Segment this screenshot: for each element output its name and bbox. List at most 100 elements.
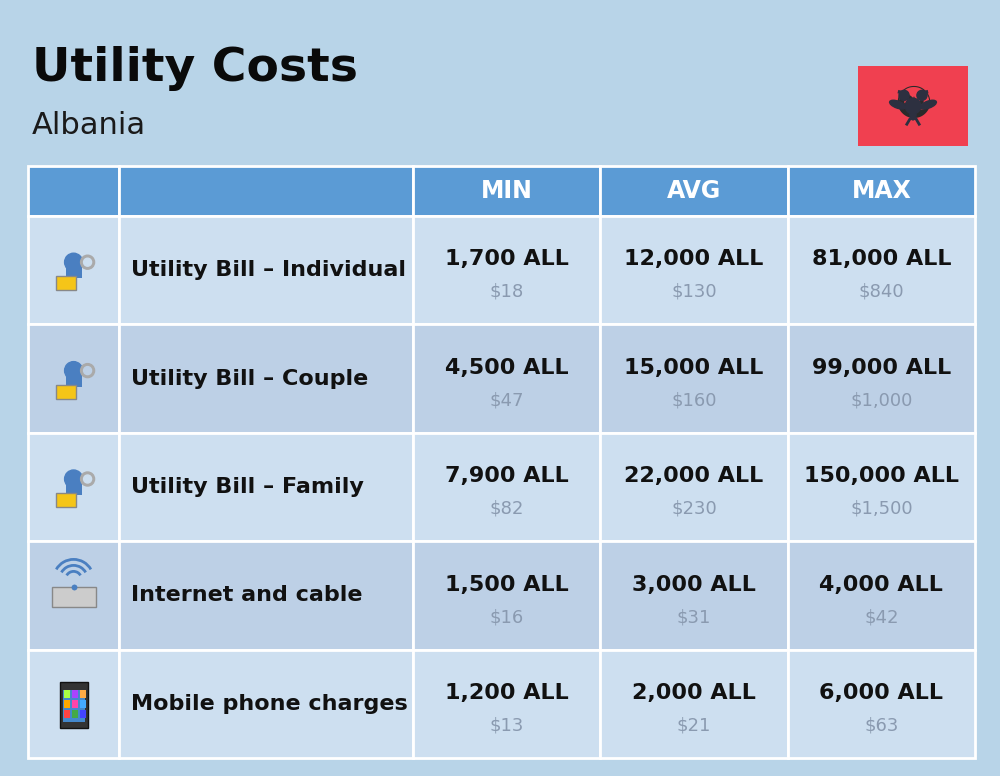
Bar xyxy=(64,710,70,718)
Text: 4,500 ALL: 4,500 ALL xyxy=(445,358,568,378)
Circle shape xyxy=(65,470,83,488)
Text: 15,000 ALL: 15,000 ALL xyxy=(624,358,764,378)
Bar xyxy=(788,324,975,433)
Text: $1,500: $1,500 xyxy=(850,500,913,518)
Text: 150,000 ALL: 150,000 ALL xyxy=(804,466,959,486)
Bar xyxy=(28,324,119,433)
Ellipse shape xyxy=(890,100,906,109)
Text: Utility Bill – Individual: Utility Bill – Individual xyxy=(131,260,406,280)
Bar xyxy=(858,66,968,146)
Circle shape xyxy=(899,90,909,100)
Bar xyxy=(413,650,600,758)
Bar xyxy=(788,541,975,650)
Text: Internet and cable: Internet and cable xyxy=(131,585,363,605)
Bar xyxy=(600,166,788,216)
Bar xyxy=(28,541,119,650)
Bar xyxy=(413,433,600,541)
Bar xyxy=(60,682,88,728)
Text: Utility Costs: Utility Costs xyxy=(32,46,358,91)
Text: $21: $21 xyxy=(677,716,711,734)
Text: 81,000 ALL: 81,000 ALL xyxy=(812,249,951,269)
Text: MAX: MAX xyxy=(851,179,911,203)
Text: $230: $230 xyxy=(671,500,717,518)
Bar xyxy=(80,700,86,708)
Bar xyxy=(788,216,975,324)
Circle shape xyxy=(84,258,92,266)
Bar xyxy=(80,690,86,698)
Circle shape xyxy=(917,90,927,100)
Bar xyxy=(413,541,600,650)
Bar xyxy=(28,216,119,324)
Text: $42: $42 xyxy=(864,608,899,626)
Circle shape xyxy=(81,364,95,378)
Bar xyxy=(52,587,96,608)
Bar xyxy=(119,433,413,541)
Text: 7,900 ALL: 7,900 ALL xyxy=(445,466,568,486)
Bar xyxy=(788,650,975,758)
Text: $47: $47 xyxy=(489,391,524,409)
Circle shape xyxy=(65,362,83,379)
Bar xyxy=(119,541,413,650)
Bar xyxy=(413,166,600,216)
Text: 1,700 ALL: 1,700 ALL xyxy=(445,249,569,269)
Text: 1,200 ALL: 1,200 ALL xyxy=(445,683,568,703)
Bar xyxy=(80,710,86,718)
Text: $31: $31 xyxy=(677,608,711,626)
Text: 6,000 ALL: 6,000 ALL xyxy=(819,683,943,703)
Text: $13: $13 xyxy=(489,716,524,734)
Bar xyxy=(72,690,78,698)
Text: 4,000 ALL: 4,000 ALL xyxy=(819,574,943,594)
Bar xyxy=(600,433,788,541)
Circle shape xyxy=(84,366,92,375)
Text: 12,000 ALL: 12,000 ALL xyxy=(624,249,764,269)
Bar xyxy=(56,385,76,399)
Text: Mobile phone charges: Mobile phone charges xyxy=(131,694,408,714)
Bar xyxy=(28,433,119,541)
Circle shape xyxy=(65,253,83,271)
Text: MIN: MIN xyxy=(481,179,533,203)
Bar xyxy=(28,166,119,216)
Text: 3,000 ALL: 3,000 ALL xyxy=(632,574,756,594)
Bar xyxy=(66,264,82,279)
Bar xyxy=(72,710,78,718)
Text: Utility Bill – Family: Utility Bill – Family xyxy=(131,477,364,497)
Text: ★: ★ xyxy=(908,97,918,107)
Bar xyxy=(788,433,975,541)
Bar xyxy=(64,700,70,708)
Bar xyxy=(66,481,82,495)
Bar xyxy=(600,650,788,758)
Text: $160: $160 xyxy=(671,391,717,409)
Text: ☯: ☯ xyxy=(893,85,933,127)
Text: Albania: Albania xyxy=(32,111,146,140)
Circle shape xyxy=(84,475,92,483)
Text: 99,000 ALL: 99,000 ALL xyxy=(812,358,951,378)
Bar xyxy=(72,700,78,708)
Text: 2,000 ALL: 2,000 ALL xyxy=(632,683,756,703)
Text: $16: $16 xyxy=(489,608,524,626)
Bar xyxy=(28,650,119,758)
Bar xyxy=(600,324,788,433)
Text: $130: $130 xyxy=(671,283,717,301)
Bar xyxy=(64,690,70,698)
Circle shape xyxy=(81,255,95,269)
Bar xyxy=(119,216,413,324)
Text: 22,000 ALL: 22,000 ALL xyxy=(624,466,764,486)
Bar xyxy=(413,324,600,433)
Bar xyxy=(119,650,413,758)
Bar xyxy=(600,541,788,650)
Bar xyxy=(63,690,85,722)
Ellipse shape xyxy=(910,110,916,120)
Text: $1,000: $1,000 xyxy=(850,391,913,409)
Bar xyxy=(56,276,76,290)
Circle shape xyxy=(905,98,921,114)
Text: AVG: AVG xyxy=(667,179,721,203)
Bar xyxy=(600,216,788,324)
Bar xyxy=(788,166,975,216)
Bar xyxy=(119,324,413,433)
Text: $18: $18 xyxy=(489,283,524,301)
Text: $82: $82 xyxy=(489,500,524,518)
Bar xyxy=(119,166,413,216)
Text: Utility Bill – Couple: Utility Bill – Couple xyxy=(131,369,368,389)
Text: 1,500 ALL: 1,500 ALL xyxy=(445,574,568,594)
Bar xyxy=(66,372,82,386)
